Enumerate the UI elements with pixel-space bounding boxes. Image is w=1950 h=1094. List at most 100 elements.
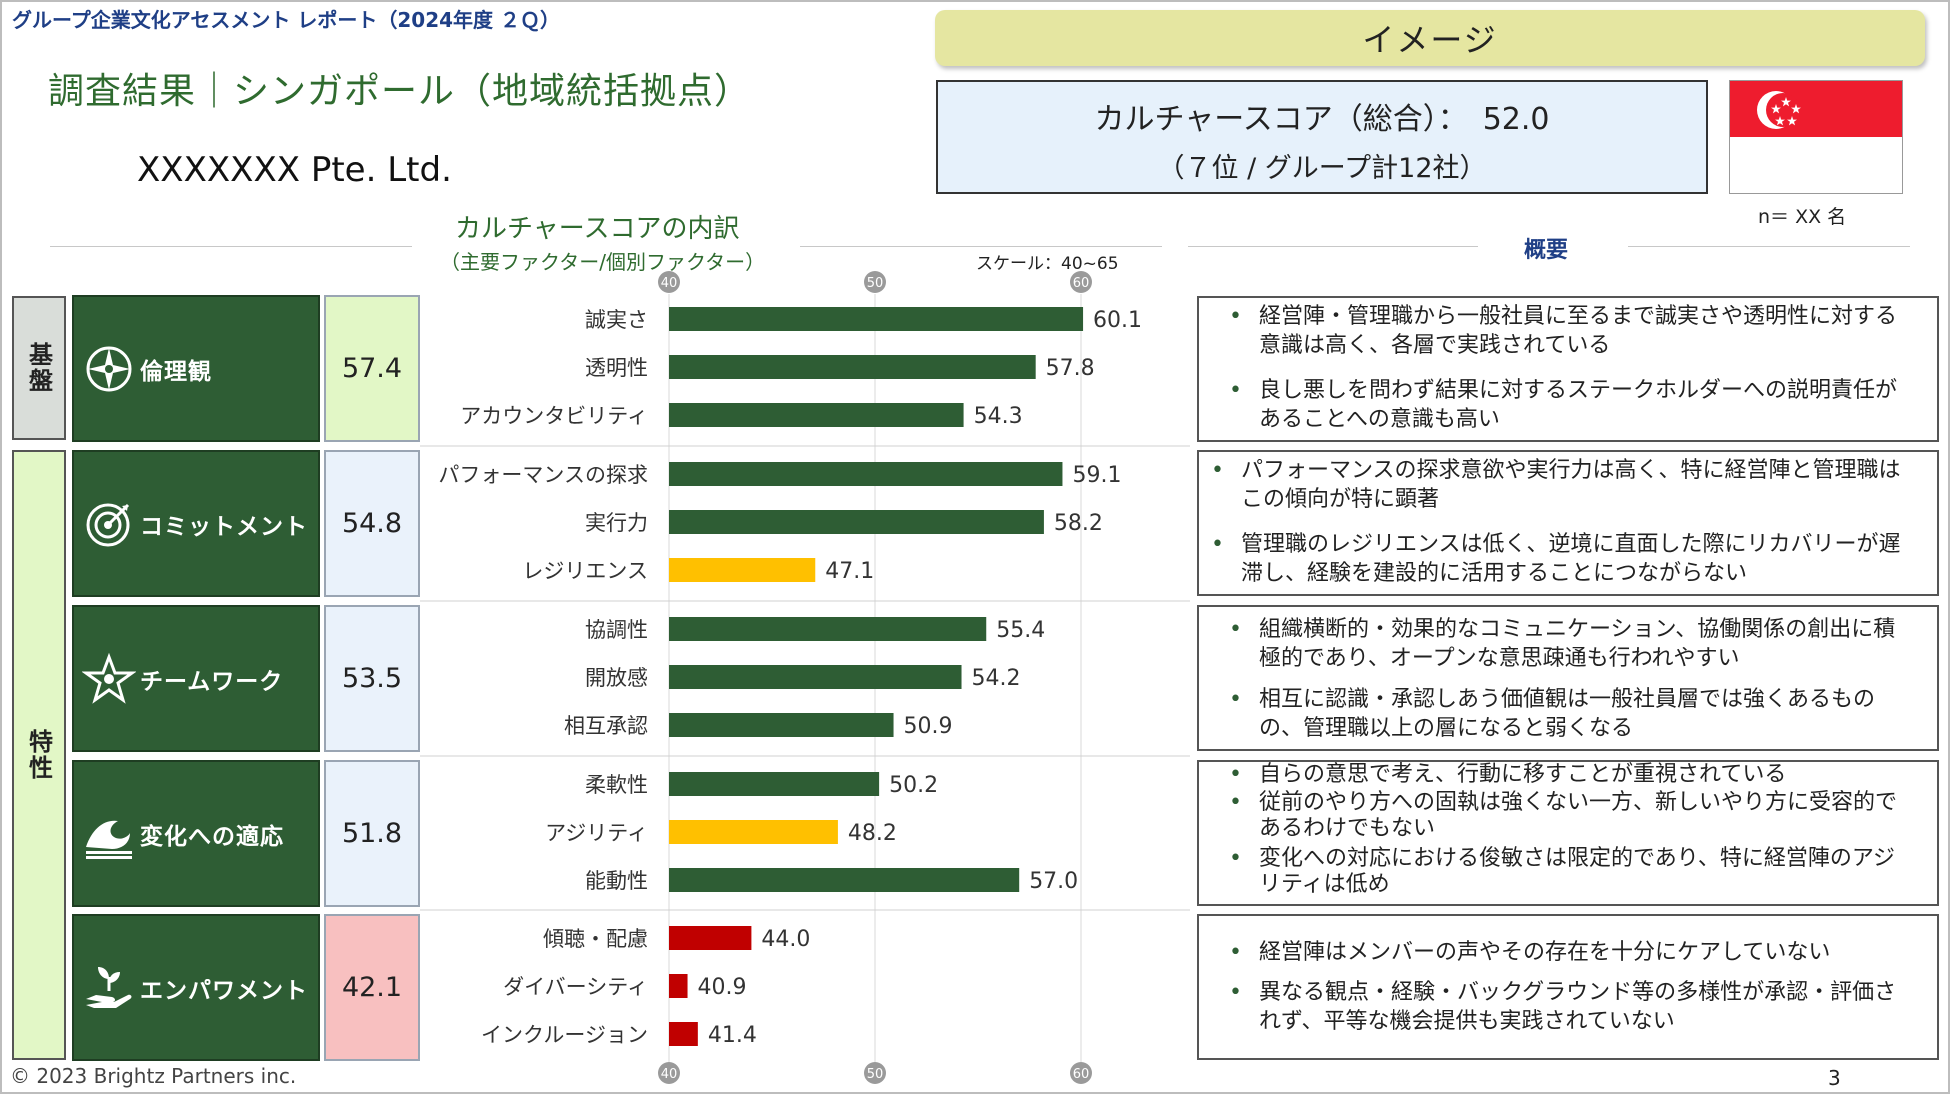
heading-rule-left [50, 246, 412, 247]
category-label: インクルージョン [481, 1023, 648, 1047]
data-label: 47.1 [825, 559, 874, 584]
summary-bullet: パフォーマンスの探求意欲や実行力は高く、特に経営陣と管理職はこの傾向が特に顕著 [1211, 456, 1901, 514]
factor-label: チームワーク [140, 668, 284, 695]
data-label: 57.0 [1029, 869, 1078, 894]
axis-tick-marker [1070, 271, 1092, 293]
data-label: 50.9 [904, 714, 953, 739]
factor-score: 57.4 [324, 295, 420, 442]
data-label: 60.1 [1093, 308, 1142, 333]
factor-ethics: 倫理観 [72, 295, 320, 442]
category-traits: 特性 [12, 450, 66, 1060]
axis-tick-marker [1070, 1062, 1092, 1084]
summary-bullet: 組織横断的・効果的なコミュニケーション、協働関係の創出に積極的であり、オープンな… [1229, 615, 1909, 673]
wave-icon [86, 820, 132, 859]
page-title: 調査結果｜シンガポール（地域統括拠点） [48, 71, 752, 112]
copyright: © 2023 Brightz Partners inc. [10, 1064, 297, 1088]
data-label: 58.2 [1054, 511, 1103, 536]
summary-bullet: 自らの意思で考え、行動に移すことが重視されている [1229, 762, 1909, 788]
page-number: 3 [1828, 1066, 1841, 1090]
image-banner: イメージ [935, 10, 1925, 66]
company-name: XXXXXXX Pte. Ltd. [137, 150, 452, 190]
summary-bullet: 異なる観点・経験・バックグラウンド等の多様性が承認・評価されず、平等な機会提供も… [1229, 978, 1909, 1036]
bar [669, 772, 880, 796]
report-title: グループ企業文化アセスメント レポート（2024年度 ２Ｑ） [12, 8, 560, 32]
data-label: 44.0 [761, 927, 810, 952]
factor-label: 倫理観 [140, 358, 212, 385]
category-label: 特性 [24, 729, 53, 781]
bar [669, 926, 752, 950]
axis-tick-marker [864, 271, 886, 293]
factor-adaptability: 変化への適応 [72, 760, 320, 907]
summary-rule-right [1628, 246, 1910, 247]
heading-rule-right [800, 246, 1162, 247]
data-label: 41.4 [708, 1023, 757, 1048]
data-label: 54.2 [972, 666, 1021, 691]
factor-score: 51.8 [324, 760, 420, 907]
bar [669, 713, 894, 737]
data-label: 54.3 [974, 404, 1023, 429]
summary-box-teamwork: 組織横断的・効果的なコミュニケーション、協働関係の創出に積極的であり、オープンな… [1197, 605, 1939, 751]
data-label: 48.2 [848, 821, 897, 846]
axis-tick-label: 60 [1073, 1067, 1090, 1082]
axis-tick-label: 40 [661, 1067, 678, 1082]
compass-icon [86, 346, 132, 391]
axis-tick-marker [864, 1062, 886, 1084]
category-label: パフォーマンスの探求 [438, 463, 648, 487]
category-label: 能動性 [585, 869, 648, 893]
category-label: 透明性 [585, 356, 648, 380]
hand-sprout-icon [86, 966, 132, 1008]
axis-tick-label: 50 [867, 1067, 884, 1082]
chart-subheading: （主要ファクター/個別ファクター） [440, 250, 766, 274]
category-label: 基盤 [24, 342, 53, 394]
scale-label: スケール：40~65 [976, 254, 1119, 274]
summary-bullet: 経営陣はメンバーの声やその存在を十分にケアしていない [1229, 938, 1909, 967]
axis-tick-marker [658, 1062, 680, 1084]
bar [669, 820, 838, 844]
summary-bullet: 相互に認識・承認しあう価値観は一般社員層では強くあるものの、管理職以上の層になる… [1229, 685, 1909, 743]
category-label: 相互承認 [564, 714, 648, 738]
factor-score: 42.1 [324, 914, 420, 1061]
singapore-flag-icon [1729, 80, 1903, 194]
bar [669, 462, 1063, 486]
factor-score: 53.5 [324, 605, 420, 752]
bar [669, 1022, 698, 1046]
summary-bullet: 良し悪しを問わず結果に対するステークホルダーへの説明責任があることへの意識も高い [1229, 376, 1899, 434]
factor-score: 54.8 [324, 450, 420, 597]
culture-score-rank: （７位 / グループ計12社） [1157, 153, 1487, 184]
factor-label: コミットメント [140, 513, 308, 540]
category-label: 実行力 [585, 511, 648, 535]
summary-box-empowerment: 経営陣はメンバーの声やその存在を十分にケアしていない 異なる観点・経験・バックグ… [1197, 914, 1939, 1060]
factor-teamwork: チームワーク [72, 605, 320, 752]
culture-score-box: カルチャースコア（総合）： 52.0 （７位 / グループ計12社） [936, 80, 1708, 194]
respondent-count: n＝ XX 名 [1758, 206, 1847, 228]
data-label: 57.8 [1046, 356, 1095, 381]
bar [669, 665, 962, 689]
category-label: 柔軟性 [585, 773, 648, 797]
summary-bullet: 従前のやり方への固執は強くない一方、新しいやり方に受容的であるわけでもない [1229, 790, 1909, 842]
axis-tick-marker [658, 271, 680, 293]
factor-label: エンパワメント [140, 977, 308, 1004]
data-label: 50.2 [889, 773, 938, 798]
summary-heading: 概要 [1524, 238, 1569, 263]
data-label: 59.1 [1072, 463, 1121, 488]
chart-heading: カルチャースコアの内訳 [455, 214, 740, 244]
bar [669, 510, 1044, 534]
bar [669, 403, 964, 427]
axis-tick-label: 40 [661, 276, 678, 291]
category-label: 開放感 [585, 666, 648, 690]
category-label: アカウンタビリティ [460, 404, 648, 428]
axis-tick-label: 50 [867, 276, 884, 291]
category-label: 傾聴・配慮 [543, 927, 648, 951]
summary-box-commitment: パフォーマンスの探求意欲や実行力は高く、特に経営陣と管理職はこの傾向が特に顕著 … [1197, 450, 1939, 596]
category-label: レジリエンス [522, 559, 648, 583]
bar [669, 307, 1084, 331]
bar [669, 558, 816, 582]
category-label: ダイバーシティ [503, 975, 648, 999]
bar [669, 868, 1020, 892]
factor-label: 変化への適応 [140, 823, 284, 850]
axis-tick-label: 60 [1073, 276, 1090, 291]
data-label: 40.9 [698, 975, 747, 1000]
category-label: アジリティ [545, 821, 648, 845]
summary-box-adaptability: 自らの意思で考え、行動に移すことが重視されている 従前のやり方への固執は強くない… [1197, 760, 1939, 906]
